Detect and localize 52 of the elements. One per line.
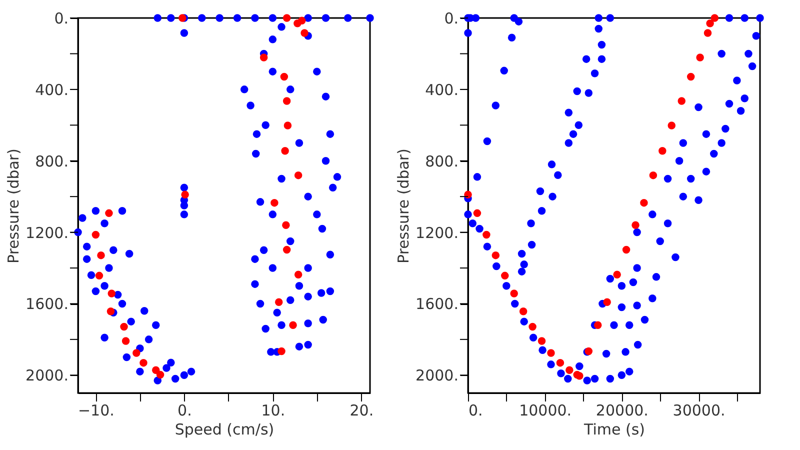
point xyxy=(156,370,164,379)
y-tick-label: 0. xyxy=(444,10,458,28)
y-axis-title: Pressure (dbar) xyxy=(4,148,23,264)
point xyxy=(181,190,189,198)
x-tick-label: 10. xyxy=(261,402,286,420)
point xyxy=(140,358,148,367)
y-tick-label: 800. xyxy=(425,152,458,170)
point xyxy=(298,16,306,25)
x-tick-label: −10. xyxy=(78,402,114,420)
point xyxy=(280,72,288,81)
point xyxy=(282,221,290,230)
x-tick-label: 30000. xyxy=(672,402,726,420)
point xyxy=(281,146,289,155)
point xyxy=(95,272,104,280)
point xyxy=(132,349,140,357)
x-tick-label: 20000. xyxy=(596,402,648,420)
point xyxy=(289,321,297,330)
y-tick-label: 0. xyxy=(54,10,68,28)
y-tick-label: 400. xyxy=(425,80,458,99)
x-axis-title: Speed (cm/s) xyxy=(174,420,274,438)
point xyxy=(294,171,302,180)
point xyxy=(122,337,130,345)
point xyxy=(284,122,292,130)
point xyxy=(274,298,283,306)
x-tick-label: 0. xyxy=(178,402,192,420)
x-tick-label: 10000. xyxy=(519,402,572,420)
point xyxy=(92,230,100,239)
point xyxy=(282,97,291,105)
y-axis-title: Pressure (dbar) xyxy=(394,148,413,264)
y-tick-label: 1200. xyxy=(416,224,458,242)
y-tick-label: 1600. xyxy=(416,295,458,314)
y-tick-label: 2000. xyxy=(26,366,68,385)
point xyxy=(105,209,113,218)
point xyxy=(294,270,302,278)
point xyxy=(270,198,278,207)
point xyxy=(282,246,291,254)
y-tick-label: 1200. xyxy=(26,224,68,242)
point xyxy=(282,14,291,22)
point xyxy=(106,308,115,316)
y-tick-label: 2000. xyxy=(416,366,458,385)
point xyxy=(300,29,308,37)
y-tick-label: 800. xyxy=(35,152,68,170)
point xyxy=(278,347,286,356)
point xyxy=(108,290,116,298)
y-tick-label: 400. xyxy=(35,80,68,99)
y-tick-label: 1600. xyxy=(26,295,68,314)
point xyxy=(260,54,268,62)
x-tick-label: 0. xyxy=(468,402,483,420)
point xyxy=(120,322,128,331)
point xyxy=(97,251,105,260)
x-axis-title: Time (s) xyxy=(583,420,645,438)
x-tick-label: 20. xyxy=(350,402,374,420)
